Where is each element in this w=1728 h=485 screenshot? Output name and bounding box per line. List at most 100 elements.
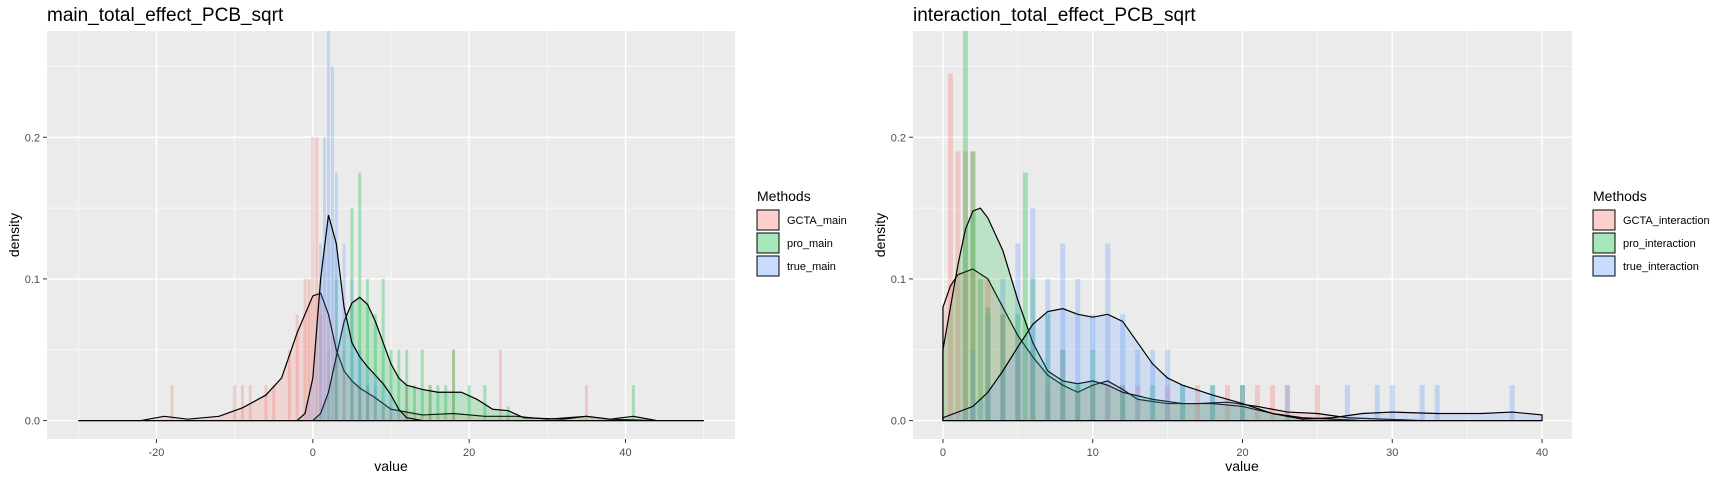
y-ticks-interaction: 0.0 0.1 0.2 [891,132,913,428]
y-axis-title-main: density [6,213,22,257]
histogram-bar [1419,385,1425,421]
x-tick-label: -20 [149,447,165,459]
legend-label: true_main [787,261,836,273]
legend-label: pro_interaction [1623,238,1696,250]
histogram-bar [350,278,354,421]
histogram-bar [1075,385,1081,421]
histogram-bar [985,314,991,421]
histogram-bar [1045,385,1051,421]
histogram-bar [334,349,338,421]
histogram-bar [1240,385,1245,421]
histogram-bar [1389,385,1395,421]
histogram-bar [389,406,393,421]
histogram-bar [342,349,346,421]
x-ticks-main: -20 0 20 40 [149,439,632,459]
histogram-bar [1284,385,1290,421]
legend-label: true_interaction [1623,261,1699,273]
histogram-bar [498,349,502,421]
histogram-bar [389,349,393,421]
legend-key [756,255,780,277]
legend-label: GCTA_interaction [1623,215,1710,227]
x-ticks-interaction: 0 10 20 30 40 [940,439,1548,459]
histogram-bar [985,307,991,421]
histogram-bar [1120,314,1126,421]
histogram-bar [467,385,471,421]
histogram-bar [1165,385,1171,421]
histogram-bar [373,385,377,421]
density-curves-interaction [942,207,1543,422]
histogram-bar [970,349,976,421]
histogram-bar [1120,385,1126,421]
histogram-bar [412,385,416,421]
legend-key [1592,255,1616,277]
histogram-bar [955,151,961,421]
histogram-bar [342,243,346,421]
histogram-bar [358,349,362,421]
legend-label: pro_main [787,238,833,250]
histogram-bar [1225,385,1231,421]
histogram-bar [334,172,338,421]
histogram-bar [1015,314,1021,421]
histogram-bar [452,349,456,421]
histogram-bar [1254,385,1260,421]
x-tick-label: 40 [619,447,631,459]
histogram-bar [1000,278,1006,421]
histogram-bar [428,385,432,421]
histogram-bar [1180,385,1186,421]
histogram-bar [977,278,983,421]
histogram-bar [1269,385,1275,421]
histogram-bar [1165,349,1171,421]
x-tick-label: 30 [1386,447,1398,459]
histogram-bar [319,314,323,421]
histogram-bar [1374,385,1380,421]
histogram-bar [1135,385,1141,421]
histogram-bar [1022,172,1028,421]
chart-title-interaction: interaction_total_effect_PCB_sqrt [913,5,1196,26]
histogram-bar [323,137,327,421]
histogram-bar [1015,349,1021,421]
y-tick-label: 0.1 [25,274,40,286]
legend-key [1592,232,1616,254]
legend-title-main: Methods [757,188,811,204]
histogram-bar [295,314,299,421]
histogram-bar [1344,385,1350,421]
y-tick-label: 0.2 [25,132,40,144]
histogram-bar [405,385,409,421]
chart-title-main: main_total_effect_PCB_sqrt [47,5,284,26]
histogram-bar [1015,243,1021,421]
histogram-bar [1120,385,1126,421]
histogram-bar [1150,349,1156,421]
x-axis-title-interaction: value [1225,458,1259,474]
legend-key [756,209,780,231]
histogram-bar [272,385,276,421]
histogram-bar [1090,314,1096,421]
histogram-bar [326,349,330,421]
histogram-bar [1240,385,1245,421]
y-ticks-main: 0.0 0.1 0.2 [25,132,47,428]
legend-title-interaction: Methods [1593,188,1647,204]
histogram-bar [962,31,968,421]
histogram-bar [1060,243,1066,421]
histogram-bar [319,243,323,421]
histogram-bar [381,406,385,421]
histogram-bar [303,278,307,421]
density-curves-main [78,215,704,422]
histogram-bar [366,278,370,421]
histogram-bar [631,385,635,421]
histogram-bar [962,151,968,421]
legend-label: GCTA_main [787,215,847,227]
histogram-bar [1075,385,1081,421]
histogram-bar [1030,278,1036,421]
x-tick-label: 40 [1536,447,1548,459]
histogram-bar [1000,314,1006,421]
histogram-bar [947,73,953,421]
histogram-bar [1000,314,1006,421]
histogram-bar [985,278,991,421]
histogram-bar [1090,385,1096,421]
histogram-bar [330,66,334,421]
y-tick-label: 0.0 [25,416,40,428]
histogram-bar [436,385,440,421]
x-tick-label: 0 [310,447,316,459]
histogram-bar [1105,385,1111,421]
